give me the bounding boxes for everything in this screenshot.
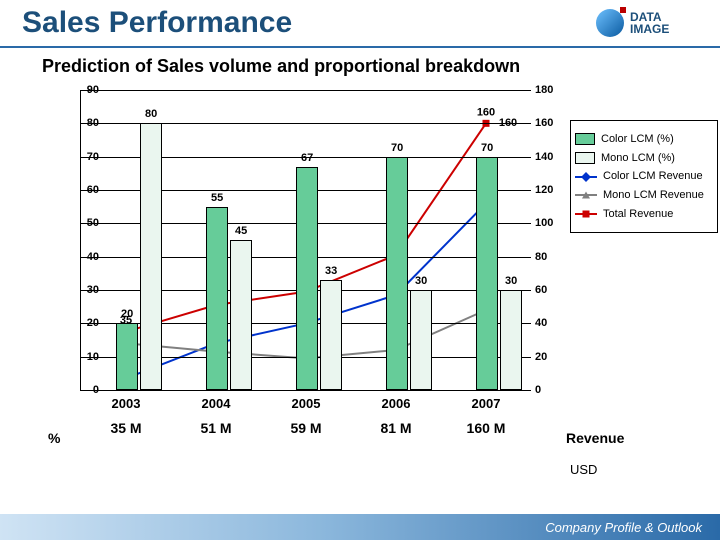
category: 2080: [98, 90, 154, 390]
ytick-right: 140: [535, 151, 567, 163]
footer: Company Profile & Outlook: [0, 514, 720, 540]
ytick-left: 80: [75, 117, 99, 129]
category: 55 45: [188, 90, 244, 390]
ytick-right: 100: [535, 217, 567, 229]
bar: 33: [320, 280, 342, 390]
ytick-right: 20: [535, 351, 567, 363]
ytick-left: 30: [75, 284, 99, 296]
bar-value: 55: [211, 192, 223, 204]
ytick-right: 0: [535, 384, 567, 396]
brand-logo: DATAIMAGE: [596, 6, 706, 40]
legend-item: Total Revenue: [575, 208, 713, 221]
total-label: 51 M: [200, 420, 231, 436]
legend-line-icon: [575, 172, 597, 182]
bar-value: 80: [145, 108, 157, 120]
ytick-right: 80: [535, 251, 567, 263]
total-label: 35 M: [110, 420, 141, 436]
total-label: 81 M: [380, 420, 411, 436]
bar: 80: [140, 123, 162, 390]
x-category-label: 2007: [472, 396, 501, 411]
ytick-left: 50: [75, 217, 99, 229]
bar-value: 33: [325, 265, 337, 277]
bar-value: 30: [505, 275, 517, 287]
x-category-label: 2006: [382, 396, 411, 411]
bar-value: 70: [481, 142, 493, 154]
ytick-right: 180: [535, 84, 567, 96]
x-category-label: 2005: [292, 396, 321, 411]
bar-value: 70: [391, 142, 403, 154]
currency-label: USD: [570, 462, 597, 477]
legend-label: Total Revenue: [603, 208, 673, 221]
chart: 7284057112282319244835515981160 01020304…: [52, 90, 558, 420]
legend-label: Mono LCM (%): [601, 152, 675, 165]
brand-name: DATAIMAGE: [630, 11, 669, 35]
legend: Color LCM (%) Mono LCM (%) Color LCM Reven…: [570, 120, 718, 233]
left-axis-label: %: [48, 430, 60, 446]
category: 67 33: [278, 90, 334, 390]
bar: 55: [206, 207, 228, 390]
bar: 45: [230, 240, 252, 390]
legend-label: Color LCM (%): [601, 133, 674, 146]
ytick-right: 60: [535, 284, 567, 296]
bar-value: 45: [235, 225, 247, 237]
legend-line-icon: [575, 209, 597, 219]
ytick-right: 40: [535, 317, 567, 329]
bar: 67: [296, 167, 318, 390]
bar: 30: [410, 290, 432, 390]
bar-value: 30: [415, 275, 427, 287]
legend-swatch-icon: [575, 133, 595, 145]
bar: 20: [116, 323, 138, 390]
plot-area: 7284057112282319244835515981160 01020304…: [80, 90, 531, 391]
ytick-left: 0: [75, 384, 99, 396]
legend-item: Color LCM (%): [575, 133, 713, 146]
x-category-label: 2003: [112, 396, 141, 411]
footer-text: Company Profile & Outlook: [545, 520, 702, 535]
bar: 30: [500, 290, 522, 390]
legend-item: Mono LCM Revenue: [575, 189, 713, 202]
ytick-left: 40: [75, 251, 99, 263]
legend-line-icon: [575, 190, 597, 200]
bar-value: 67: [301, 152, 313, 164]
ytick-left: 10: [75, 351, 99, 363]
legend-label: Mono LCM Revenue: [603, 189, 704, 202]
logo-mark-icon: [596, 9, 624, 37]
legend-item: Mono LCM (%): [575, 152, 713, 165]
category: 70 30: [368, 90, 424, 390]
ytick-right: 120: [535, 184, 567, 196]
x-category-label: 2004: [202, 396, 231, 411]
bar: 70: [386, 157, 408, 390]
legend-swatch-icon: [575, 152, 595, 164]
slide: Sales Performance DATAIMAGE Prediction o…: [0, 0, 720, 540]
legend-item: Color LCM Revenue: [575, 170, 713, 183]
ytick-left: 70: [75, 151, 99, 163]
page-title: Sales Performance: [22, 6, 292, 40]
ytick-right: 160: [535, 117, 567, 129]
ytick-left: 60: [75, 184, 99, 196]
total-label: 59 M: [290, 420, 321, 436]
ytick-left: 90: [75, 84, 99, 96]
bar: 70: [476, 157, 498, 390]
ytick-left: 20: [75, 317, 99, 329]
subtitle: Prediction of Sales volume and proportio…: [42, 56, 520, 77]
legend-label: Color LCM Revenue: [603, 170, 703, 183]
annotation-160: 160: [499, 117, 517, 129]
total-label: 160 M: [467, 420, 506, 436]
category: 70 30: [458, 90, 514, 390]
bar-value: 20: [121, 308, 133, 320]
right-axis-label: Revenue: [566, 430, 624, 446]
